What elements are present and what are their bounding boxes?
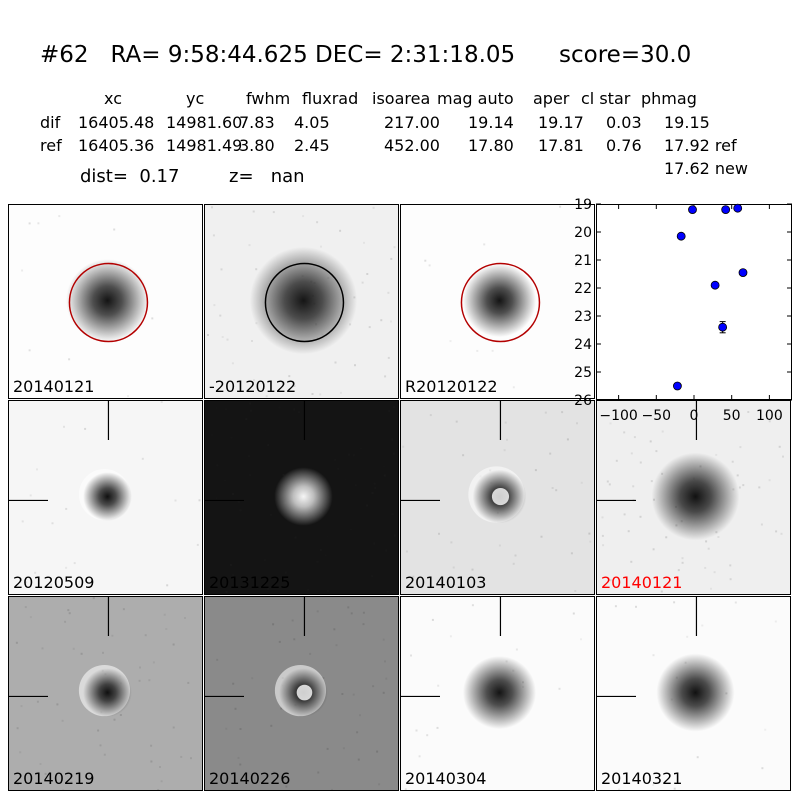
cutout-panel: R20120122 [400,204,595,399]
data-point [710,280,720,290]
cutout-panel: 20131225 [204,400,399,595]
table-cell: 4.05 [294,113,330,132]
source-blob [83,668,132,717]
cutout-panel: 20140103 [400,400,595,595]
panel-date-label: 20131225 [209,573,291,592]
table-cell: 17.81 [538,136,584,155]
data-point [721,205,731,214]
table-cell: 7.83 [239,113,275,132]
table-cell: 17.92 ref [664,136,737,155]
column-header: xc [104,89,122,108]
panel-date-label: R20120122 [405,377,498,396]
cutout-panel: 20140219 [8,596,203,791]
table-cell: 17.80 [468,136,514,155]
x-tick-label: 50 [723,408,741,424]
data-point [673,381,682,391]
panel-date-label: 20140304 [405,769,487,788]
source-blob [462,263,537,338]
aperture-circle [264,262,345,343]
dist-value: dist= 0.17 [80,166,180,187]
data-point [733,203,743,213]
table-cell: 217.00 [384,113,440,132]
table-cell: 14981.60 [166,113,243,132]
cutout-panel: 20140304 [400,596,595,791]
y-tick-label: 26 [574,393,592,409]
data-point [688,205,697,214]
panel-date-label: 20140219 [13,769,95,788]
y-tick-label: 23 [574,309,592,325]
column-header: aper [533,89,570,108]
x-tick-label: −50 [642,408,672,424]
data-point [738,268,748,277]
x-tick-label: 100 [756,408,783,424]
panel-date-label: 20140103 [405,573,487,592]
panel-date-label: 20140226 [209,769,291,788]
source-blob [66,259,149,342]
data-point [676,231,686,241]
y-tick-label: 24 [574,337,592,353]
table-cell: 16405.48 [78,113,155,132]
aperture-circle [68,262,149,343]
column-header: yc [186,89,205,108]
source-blob [656,653,735,732]
panel-date-label: 20140321 [601,769,683,788]
table-cell: 14981.49 [166,136,243,155]
aperture-circle [460,262,541,343]
cutout-panel: 20140121 [8,204,203,399]
new-mag: 17.62 new [664,159,748,178]
table-cell: 16405.36 [78,136,155,155]
y-tick-label: 21 [574,253,592,269]
panel-date-label: 20120509 [13,573,95,592]
source-blob [462,655,537,730]
table-cell: 19.14 [468,113,514,132]
cutout-panel: 20140226 [204,596,399,791]
y-tick-label: 25 [574,365,592,381]
lightcurve-chart: 19 20 21 22 23 24 25 26 −100 −50 0 50 100 [574,197,792,424]
data-point [718,322,728,332]
z-value: z= nan [229,166,305,187]
panel-date-label: 20140121 [601,573,683,592]
x-tick-label: 0 [690,408,699,424]
cutout-panel: 20140121 [596,400,791,595]
source-blob [83,472,132,521]
column-header: fwhm [246,89,291,108]
x-tick-label: −100 [599,408,637,424]
source-blob [651,452,740,541]
y-tick-label: 20 [574,225,592,241]
table-cell: 19.15 [664,113,710,132]
row-label: ref [40,136,62,155]
column-header: isoarea [372,89,431,108]
cutout-panel: -20120122 [204,204,399,399]
panel-date-label: -20120122 [209,377,297,396]
table-cell: 19.17 [538,113,584,132]
cutout-panel: 20120509 [8,400,203,595]
table-cell: 3.80 [239,136,275,155]
row-label: dif [40,113,61,132]
table-cell: 0.76 [606,136,642,155]
table-cell: 0.03 [606,113,642,132]
page-title: #62 RA= 9:58:44.625 DEC= 2:31:18.05 scor… [40,42,692,68]
column-header: phmag [641,89,697,108]
y-tick-label: 22 [574,281,592,297]
cutout-panel: 20140321 [596,596,791,791]
table-cell: 452.00 [384,136,440,155]
source-blob [274,467,333,526]
y-tick-label: 19 [574,197,592,213]
column-header: cl star [581,89,631,108]
column-header: fluxrad [302,89,359,108]
plot-frame [596,204,792,400]
column-header: mag auto [437,89,514,108]
table-cell: 2.45 [294,136,330,155]
panel-date-label: 20140121 [13,377,95,396]
